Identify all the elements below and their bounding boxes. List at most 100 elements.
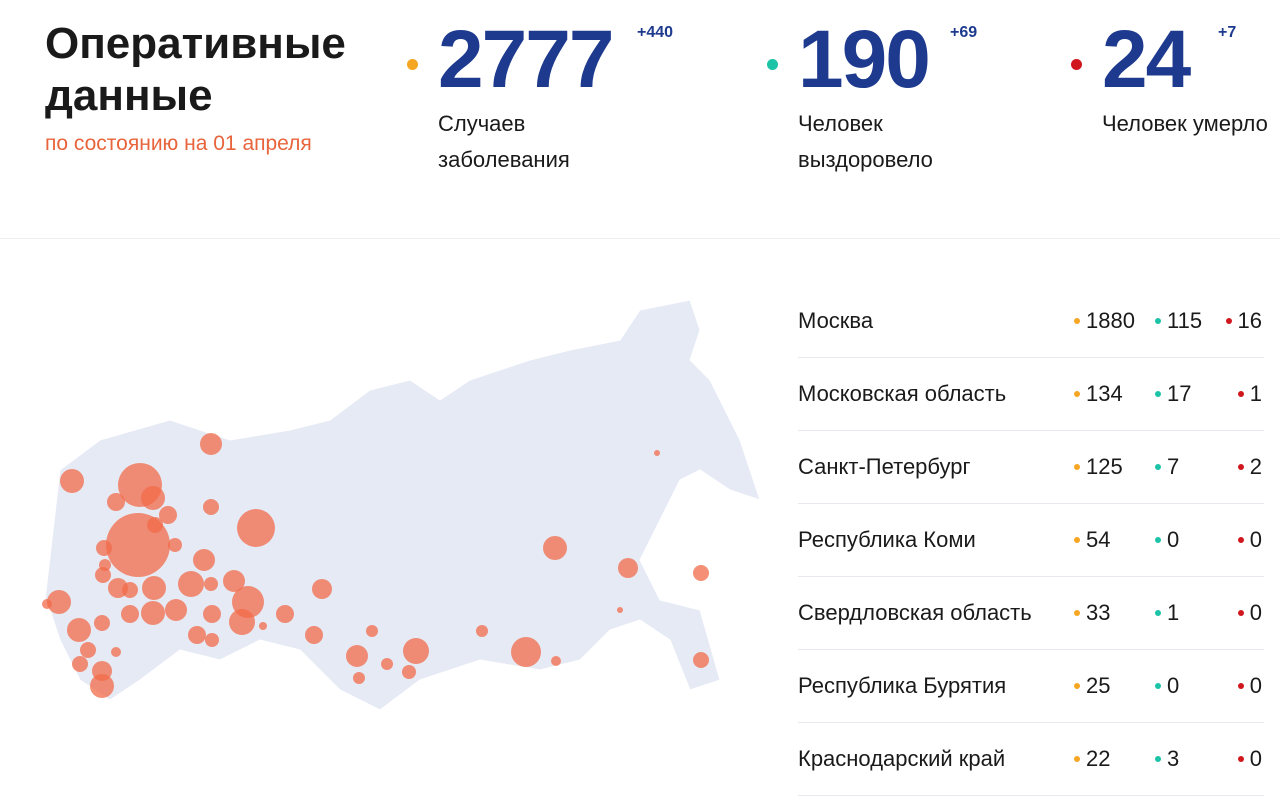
cell-value: 115 [1167, 307, 1203, 333]
cell-recovered: 7 [1155, 430, 1179, 503]
bubble [203, 605, 221, 623]
bubble [381, 658, 393, 670]
bubble [346, 645, 368, 667]
bubble [142, 576, 166, 600]
cell-deaths: 0 [1237, 503, 1262, 576]
bubble [141, 486, 165, 510]
dot [1074, 609, 1080, 616]
bubble [511, 637, 541, 667]
bubble [168, 538, 182, 552]
cell-cases: 33 [1074, 576, 1110, 649]
bubble [203, 499, 219, 515]
stat-dot [1071, 59, 1082, 70]
cell-value: 17 [1167, 380, 1192, 406]
dot [1074, 390, 1080, 397]
cell-recovered: 1 [1155, 576, 1179, 649]
bubble [403, 638, 429, 664]
bubble [96, 540, 112, 556]
bubble [551, 656, 561, 666]
stat: 190 +69 Человек выздоровело [767, 14, 977, 178]
region: Санкт-Петербург [798, 453, 971, 479]
cell-cases: 134 [1074, 357, 1123, 430]
stat-delta: +440 [637, 24, 674, 41]
bubble [108, 578, 128, 598]
cell-value: 125 [1086, 453, 1123, 479]
cell-value: 1 [1249, 380, 1262, 406]
dot [1237, 463, 1244, 470]
cell-deaths: 1 [1237, 357, 1262, 430]
cell-deaths: 0 [1237, 576, 1262, 649]
table-row: Санкт-Петербург 125 7 2 [798, 430, 1264, 504]
stat-dot [407, 59, 418, 70]
bubble [193, 549, 215, 571]
bubble [312, 579, 332, 599]
cell-deaths: 0 [1237, 722, 1262, 795]
stat: 24 +7 Человек умерло [1071, 14, 1272, 142]
cell-value: 1 [1167, 599, 1180, 625]
title: Оперативные данные [45, 19, 346, 120]
dot [1155, 682, 1161, 689]
region: Республика Бурятия [798, 672, 1007, 698]
bubble [90, 674, 114, 698]
dot [1155, 390, 1161, 397]
cell-value: 3 [1167, 745, 1180, 771]
bubble [476, 625, 488, 637]
cell-value: 1880 [1086, 307, 1135, 333]
bubble [111, 647, 121, 657]
region: Краснодарский край [798, 745, 1006, 771]
bubble [205, 633, 219, 647]
stat-delta: +69 [950, 24, 978, 41]
dot [1155, 463, 1161, 470]
bubble [654, 450, 660, 456]
bubbles [42, 433, 709, 698]
region: Свердловская область [798, 599, 1032, 625]
cell-cases: 54 [1074, 503, 1110, 576]
bubble [121, 605, 139, 623]
region: Республика Коми [798, 526, 976, 552]
cell-cases: 1880 [1074, 284, 1135, 357]
bubble [178, 571, 204, 597]
dot [1237, 682, 1244, 689]
cell-value: 0 [1167, 526, 1180, 552]
bubble [617, 607, 623, 613]
table-row: Московская область 134 17 1 [798, 357, 1264, 431]
bubble [223, 570, 245, 592]
bubble [276, 605, 294, 623]
dot [1074, 755, 1080, 762]
dot [1155, 609, 1161, 616]
map [42, 299, 761, 711]
table-row: Москва 1880 115 16 [798, 284, 1264, 358]
cell-value: 2 [1249, 453, 1262, 479]
stat-dot [767, 59, 778, 70]
bubble [229, 609, 255, 635]
dot [1074, 536, 1080, 543]
dot [1237, 755, 1244, 762]
cell-value: 54 [1086, 526, 1111, 552]
cell-recovered: 0 [1155, 503, 1179, 576]
bubble [47, 590, 71, 614]
stat-label: Человек выздоровело [798, 111, 933, 172]
bubble [353, 672, 365, 684]
subtitle: по состоянию на 01 апреля [45, 132, 312, 155]
table-row: Краснодарский край 22 3 0 [798, 722, 1264, 796]
cell-recovered: 3 [1155, 722, 1179, 795]
bubble [80, 642, 96, 658]
cell-value: 7 [1167, 453, 1180, 479]
bubble [200, 433, 222, 455]
cell-deaths: 0 [1237, 649, 1262, 722]
bubble [159, 506, 177, 524]
dot [1237, 609, 1244, 616]
dot [1074, 463, 1080, 470]
bubble [42, 599, 52, 609]
cell-value: 0 [1249, 745, 1262, 771]
bubble [94, 615, 110, 631]
cell-deaths: 16 [1225, 284, 1262, 357]
region: Московская область [798, 380, 1007, 406]
bubble [67, 618, 91, 642]
region: Москва [798, 307, 874, 333]
bubble [402, 665, 416, 679]
bubble [147, 517, 163, 533]
bubble [72, 656, 88, 672]
cell-value: 25 [1086, 672, 1111, 698]
